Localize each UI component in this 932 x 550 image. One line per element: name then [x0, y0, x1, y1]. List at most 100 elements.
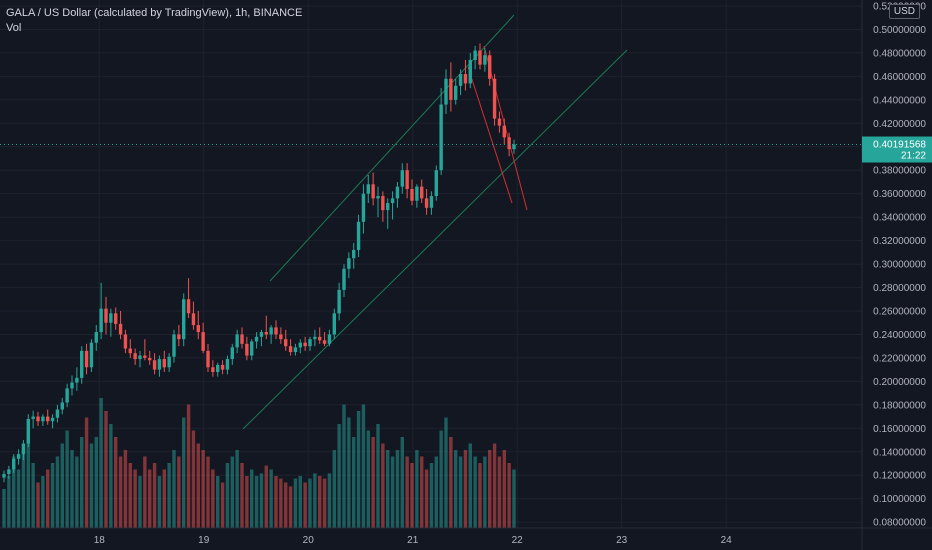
time-tick-label: 19 [198, 535, 210, 546]
time-axis[interactable]: 18 19 20 21 22 23 24 [0, 527, 932, 546]
candle-body [371, 184, 375, 199]
candle-body [201, 332, 205, 351]
candle-body [400, 170, 404, 187]
volume-bar [94, 437, 98, 528]
candle-body [104, 308, 108, 323]
volume-bar [444, 417, 448, 528]
volume-bar [60, 443, 64, 528]
volume-bar [41, 476, 45, 528]
volume-bar [182, 417, 186, 528]
candle-body [41, 416, 45, 422]
currency-badge[interactable]: USD [888, 4, 920, 19]
channel-lower-line[interactable] [242, 49, 628, 430]
symbol-title[interactable]: GALA / US Dollar (calculated by TradingV… [6, 7, 303, 19]
volume-bar [288, 486, 293, 528]
price-tick-label: 0.22000000 [873, 353, 926, 364]
price-tick-label: 0.26000000 [873, 306, 926, 317]
volume-bar [463, 450, 468, 528]
price-tick-label: 0.18000000 [873, 400, 926, 411]
volume-bar [420, 456, 424, 528]
volume-bar [400, 437, 404, 528]
candle-body [259, 332, 264, 337]
candle-body [60, 402, 64, 410]
chart-legend: GALA / US Dollar (calculated by TradingV… [6, 6, 302, 36]
candle-body [415, 186, 419, 201]
candle-body [424, 198, 429, 208]
volume-bar [381, 443, 385, 528]
candle-body [395, 186, 400, 199]
volume-bar [347, 417, 351, 528]
candle-body [322, 340, 327, 344]
volume-bar [454, 450, 458, 528]
time-tick-label: 22 [512, 535, 524, 546]
volume-bar [293, 478, 298, 528]
price-tick-label: 0.36000000 [873, 189, 926, 200]
candle-body [70, 382, 74, 389]
volume-bar [143, 456, 147, 528]
trendline-drawings[interactable] [242, 14, 628, 430]
time-tick-label: 18 [94, 535, 106, 546]
candle-body [220, 364, 225, 370]
volume-bar [488, 450, 492, 528]
volume-bar [376, 424, 380, 528]
candle-body [332, 313, 336, 335]
volume-bar [458, 456, 463, 528]
price-axis[interactable]: 0.08000000 0.10000000 0.12000000 0.14000000… [861, 0, 932, 550]
candle-body [288, 346, 293, 353]
volume-bar [118, 456, 123, 528]
volume-bar [395, 450, 400, 528]
candle-body [162, 359, 166, 368]
volume-bar [473, 456, 477, 528]
candle-body [337, 289, 341, 314]
volume-bar [274, 476, 278, 528]
price-tick-label: 0.44000000 [873, 95, 926, 106]
wedge-lower-line[interactable] [467, 66, 513, 204]
candle-body [439, 104, 443, 171]
volume-bar [216, 476, 220, 528]
volume-bar [84, 417, 89, 528]
candle-body [99, 308, 103, 333]
volume-bar [138, 476, 142, 528]
candle-body [191, 313, 196, 326]
volume-bar [230, 456, 234, 528]
candle-body [308, 339, 312, 347]
current-price-value: 0.40191568 [873, 140, 926, 151]
candle-body [21, 443, 26, 455]
candle-body [303, 342, 307, 347]
candle-body [167, 356, 171, 368]
candle-body [458, 74, 463, 86]
candle-body [89, 342, 94, 368]
volume-bar [225, 463, 230, 528]
candle-body [240, 334, 244, 344]
price-tick-label: 0.30000000 [873, 260, 926, 271]
volume-bars [2, 398, 516, 528]
candle-body [123, 334, 128, 349]
volume-bar [99, 398, 103, 528]
channel-upper-line[interactable] [269, 14, 515, 282]
volume-bar [7, 476, 11, 528]
volume-bar [89, 443, 94, 528]
candle-body [157, 359, 162, 370]
volume-bar [512, 469, 516, 528]
candle-body [109, 313, 113, 323]
candle-body [75, 377, 79, 383]
volume-bar [250, 469, 254, 528]
volume-bar [50, 463, 55, 528]
candle-body [274, 327, 278, 335]
candle-body [225, 359, 230, 370]
candle-body [327, 334, 332, 344]
time-tick-label: 20 [303, 535, 315, 546]
time-tick-label: 23 [616, 535, 628, 546]
candle-body [216, 364, 220, 372]
volume-bar [133, 469, 137, 528]
candle-body [138, 355, 142, 360]
candle-body [347, 258, 351, 269]
volume-bar [21, 450, 26, 528]
volume-bar [206, 456, 210, 528]
volume-indicator-label[interactable]: Vol [6, 22, 22, 34]
grid [0, 0, 862, 528]
candlesticks [2, 43, 516, 483]
candle-body [118, 323, 123, 335]
volume-bar [196, 443, 200, 528]
